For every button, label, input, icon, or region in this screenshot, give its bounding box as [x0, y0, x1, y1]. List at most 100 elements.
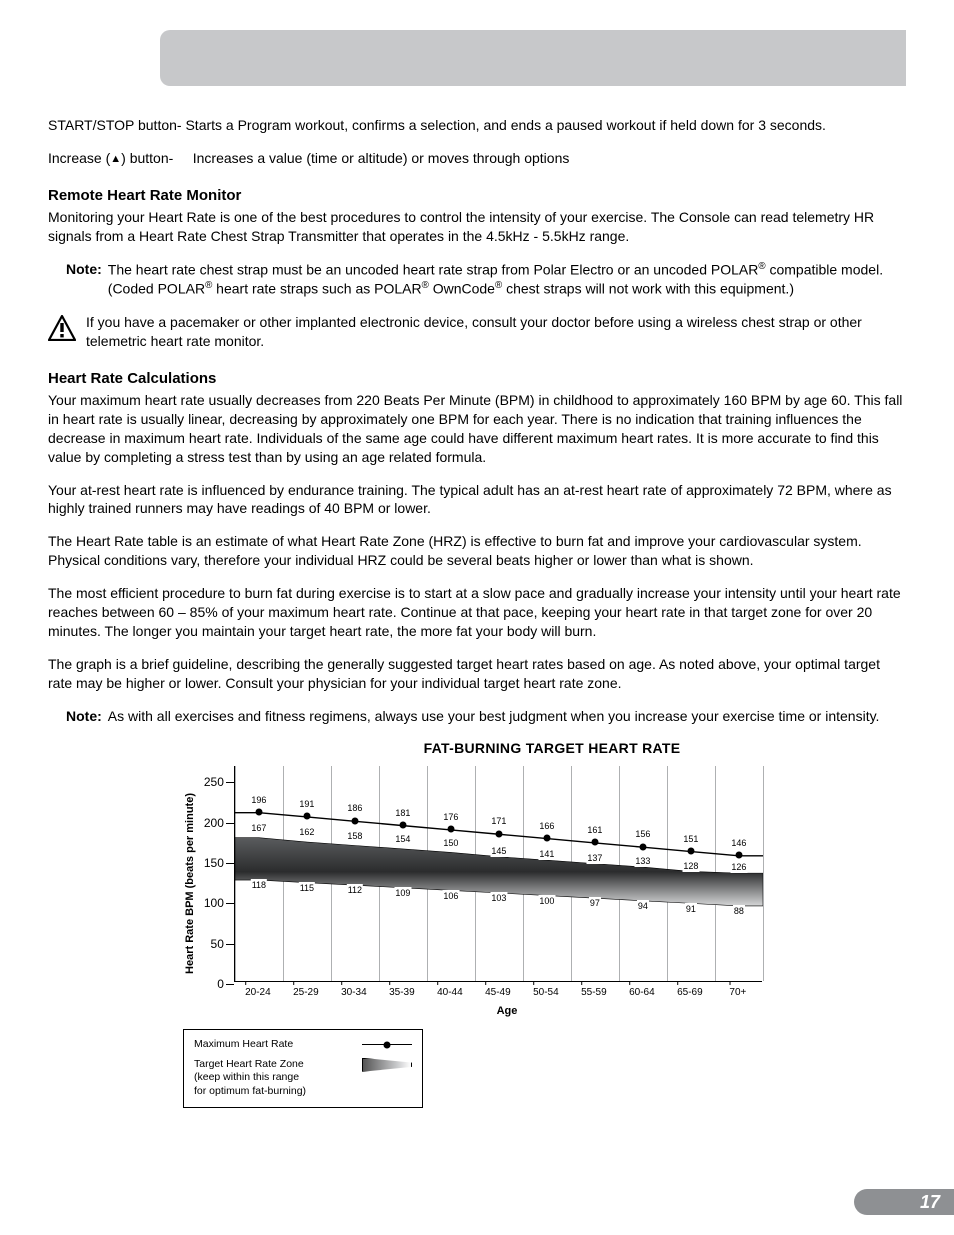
legend-row-max: Maximum Heart Rate [194, 1038, 412, 1052]
plot-area: 196 167 118 191 162 115 186 158 112 181 154 109 176 1… [234, 766, 762, 982]
max-hr-value: 171 [490, 815, 507, 827]
zone-hi-value: 154 [394, 833, 411, 845]
max-hr-dot [543, 834, 550, 841]
y-axis-label: Heart Rate BPM (beats per minute) [183, 793, 198, 974]
zone-hi-value: 141 [538, 848, 555, 860]
note-2: Note: As with all exercises and fitness … [48, 707, 906, 726]
max-hr-dot [303, 813, 310, 820]
page: START/STOP button- Starts a Program work… [0, 0, 954, 1235]
max-hr-dot [735, 852, 742, 859]
zone-lo-value: 97 [589, 897, 601, 909]
para-calc2: Your at-rest heart rate is influenced by… [48, 481, 906, 519]
content: START/STOP button- Starts a Program work… [48, 30, 906, 1108]
zone-hi-value: 133 [634, 855, 651, 867]
y-tick: 200 [204, 816, 224, 830]
txt: The heart rate chest strap must be an un… [108, 261, 759, 277]
zone-lo-value: 118 [251, 879, 267, 891]
txt: ) button- [121, 150, 173, 166]
max-hr-value: 186 [346, 802, 363, 814]
note-body: As with all exercises and fitness regime… [108, 707, 906, 726]
x-tick: 70+ [729, 986, 746, 1000]
note-body: The heart rate chest strap must be an un… [108, 260, 906, 299]
max-hr-value: 181 [394, 807, 411, 819]
zone-lo-value: 106 [442, 890, 459, 902]
max-hr-dot [495, 830, 502, 837]
y-tick: 50 [204, 937, 224, 951]
chart-block: FAT-BURNING TARGET HEART RATE Heart Rate… [48, 739, 906, 1107]
triangle-up-icon: ▲ [110, 153, 121, 165]
warning: If you have a pacemaker or other implant… [48, 313, 906, 351]
para-increase: Increase (▲) button- Increases a value (… [48, 149, 906, 168]
max-hr-dot [399, 821, 406, 828]
legend-wedge-icon [362, 1058, 412, 1072]
para-calc5: The graph is a brief guideline, describi… [48, 655, 906, 693]
reg-icon: ® [758, 261, 765, 272]
para-calc4: The most efficient procedure to burn fat… [48, 584, 906, 641]
x-tick: 35-39 [389, 986, 415, 1000]
x-tick: 30-34 [341, 986, 367, 1000]
zone-lo-value: 112 [347, 884, 363, 896]
zone-lo-value: 100 [538, 895, 555, 907]
max-hr-value: 151 [682, 833, 699, 845]
zone-hi-value: 126 [730, 861, 747, 873]
zone-lo-value: 109 [394, 887, 411, 899]
txt: chest straps will not work with this equ… [502, 281, 794, 297]
heading-calc: Heart Rate Calculations [48, 369, 906, 389]
warning-text: If you have a pacemaker or other implant… [86, 313, 906, 351]
zone-lo-value: 88 [733, 905, 745, 917]
zone-hi-value: 150 [442, 837, 459, 849]
chart-wrap: Heart Rate BPM (beats per minute) 250 200… [183, 766, 771, 1107]
para-remote: Monitoring your Heart Rate is one of the… [48, 208, 906, 246]
max-hr-dot [639, 843, 646, 850]
max-hr-dot [591, 839, 598, 846]
zone-hi-value: 162 [298, 826, 315, 838]
zone-lo-value: 115 [299, 882, 315, 894]
warning-icon [48, 315, 76, 346]
legend-label: Target Heart Rate Zone (keep within this… [194, 1058, 306, 1099]
txt: Target Heart Rate Zone [194, 1058, 304, 1070]
para-calc1: Your maximum heart rate usually decrease… [48, 391, 906, 467]
txt: Increase ( [48, 150, 110, 166]
zone-lo-value: 91 [685, 903, 697, 915]
y-tick: 250 [204, 775, 224, 789]
zone-lo-value: 103 [490, 892, 507, 904]
x-tick: 65-69 [677, 986, 703, 1000]
max-hr-value: 191 [298, 798, 315, 810]
max-hr-value: 146 [730, 837, 747, 849]
note-1: Note: The heart rate chest strap must be… [48, 260, 906, 299]
legend-label: Maximum Heart Rate [194, 1038, 293, 1052]
heading-remote: Remote Heart Rate Monitor [48, 186, 906, 206]
para-calc3: The Heart Rate table is an estimate of w… [48, 532, 906, 570]
txt: (keep within this range [194, 1071, 299, 1083]
txt: OwnCode [429, 281, 495, 297]
zone-hi-value: 158 [346, 830, 363, 842]
para-startstop: START/STOP button- Starts a Program work… [48, 116, 906, 135]
x-tick: 50-54 [533, 986, 559, 1000]
txt: Increases a value (time or altitude) or … [193, 150, 570, 166]
max-hr-value: 176 [442, 811, 459, 823]
zone-hi-value: 167 [250, 822, 267, 834]
x-axis-label: Age [243, 1004, 771, 1019]
legend-line-icon [362, 1044, 412, 1045]
x-tick: 55-59 [581, 986, 607, 1000]
y-tick: 0 [204, 977, 224, 991]
zone-hi-value: 137 [586, 852, 603, 864]
txt: heart rate straps such as POLAR [212, 281, 421, 297]
max-hr-value: 166 [538, 820, 555, 832]
y-tick: 100 [204, 896, 224, 910]
x-ticks: 20-2425-2930-3435-3940-4445-4950-5455-59… [234, 982, 762, 1000]
gridline [763, 766, 764, 981]
chart-title: FAT-BURNING TARGET HEART RATE [198, 739, 906, 758]
max-hr-dot [447, 826, 454, 833]
zone-lo-value: 94 [637, 900, 649, 912]
txt: for optimum fat-burning) [194, 1085, 306, 1097]
max-hr-value: 196 [250, 794, 267, 806]
legend: Maximum Heart Rate Target Heart Rate Zon… [183, 1029, 423, 1108]
x-tick: 20-24 [245, 986, 271, 1000]
chart-row: Heart Rate BPM (beats per minute) 250 200… [183, 766, 771, 1000]
y-ticks: 250200150100500 [204, 775, 228, 991]
note-label: Note: [66, 707, 102, 726]
plot-container: 196 167 118 191 162 115 186 158 112 181 154 109 176 1… [234, 766, 762, 1000]
header-pill [160, 30, 906, 86]
page-number: 17 [854, 1189, 954, 1215]
